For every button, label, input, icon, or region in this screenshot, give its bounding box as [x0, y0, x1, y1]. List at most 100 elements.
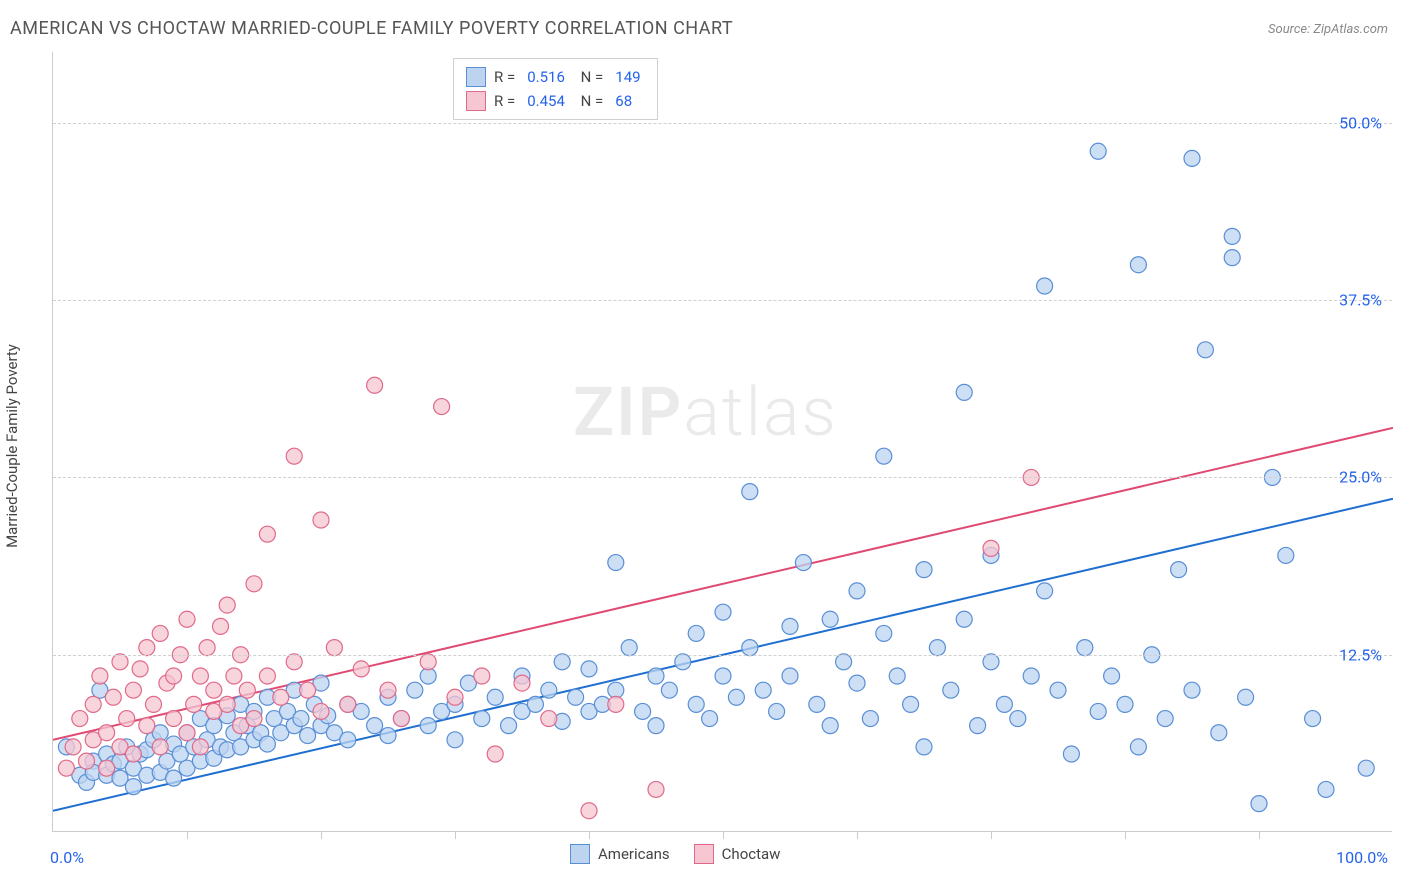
data-point — [72, 711, 88, 727]
data-point — [1130, 257, 1146, 273]
data-point — [206, 682, 222, 698]
data-point — [119, 711, 135, 727]
data-point — [916, 562, 932, 578]
data-point — [728, 689, 744, 705]
data-point — [929, 640, 945, 656]
data-point — [186, 696, 202, 712]
data-point — [166, 770, 182, 786]
data-point — [889, 668, 905, 684]
data-point — [192, 668, 208, 684]
data-point — [782, 668, 798, 684]
data-point — [1104, 668, 1120, 684]
data-point — [956, 384, 972, 400]
x-tick — [321, 831, 322, 839]
data-point — [608, 555, 624, 571]
data-point — [742, 640, 758, 656]
data-point — [293, 711, 309, 727]
data-point — [474, 668, 490, 684]
data-point — [514, 675, 530, 691]
chart-title: AMERICAN VS CHOCTAW MARRIED-COUPLE FAMIL… — [10, 18, 733, 39]
data-point — [434, 399, 450, 415]
data-point — [1130, 739, 1146, 755]
series-legend: Americans Choctaw — [570, 844, 780, 864]
data-point — [132, 661, 148, 677]
data-point — [1077, 640, 1093, 656]
data-point — [246, 576, 262, 592]
data-point — [99, 760, 115, 776]
data-point — [554, 654, 570, 670]
data-point — [259, 526, 275, 542]
legend-n-value: 149 — [611, 65, 644, 89]
data-point — [568, 689, 584, 705]
data-point — [286, 448, 302, 464]
legend-swatch — [466, 91, 486, 111]
data-point — [836, 654, 852, 670]
data-point — [648, 718, 664, 734]
x-tick — [589, 831, 590, 839]
data-point — [675, 654, 691, 670]
chart-container: AMERICAN VS CHOCTAW MARRIED-COUPLE FAMIL… — [0, 0, 1406, 892]
data-point — [326, 640, 342, 656]
data-point — [226, 668, 242, 684]
series-legend-item: Choctaw — [694, 844, 781, 864]
gridline — [53, 123, 1392, 124]
data-point — [179, 725, 195, 741]
y-tick-label: 25.0% — [1339, 468, 1382, 487]
data-point — [367, 718, 383, 734]
data-point — [393, 711, 409, 727]
data-point — [809, 696, 825, 712]
data-point — [849, 583, 865, 599]
data-point — [474, 711, 490, 727]
x-tick — [857, 831, 858, 839]
data-point — [849, 675, 865, 691]
data-point — [79, 753, 95, 769]
data-point — [1023, 668, 1039, 684]
data-point — [300, 728, 316, 744]
data-point — [353, 661, 369, 677]
data-point — [903, 696, 919, 712]
legend-n-value: 68 — [611, 89, 636, 113]
data-point — [152, 739, 168, 755]
scatter-svg — [53, 52, 1393, 832]
legend-swatch — [570, 844, 590, 864]
data-point — [313, 703, 329, 719]
data-point — [1010, 711, 1026, 727]
data-point — [648, 781, 664, 797]
data-point — [125, 682, 141, 698]
data-point — [420, 718, 436, 734]
x-axis-min-label: 0.0% — [50, 848, 84, 867]
data-point — [65, 739, 81, 755]
data-point — [1157, 711, 1173, 727]
data-point — [286, 654, 302, 670]
data-point — [943, 682, 959, 698]
x-tick — [455, 831, 456, 839]
data-point — [795, 555, 811, 571]
data-point — [1358, 760, 1374, 776]
legend-row: R =0.516 N =149 — [466, 65, 645, 89]
data-point — [661, 682, 677, 698]
data-point — [1037, 583, 1053, 599]
x-tick — [187, 831, 188, 839]
legend-r-value: 0.454 — [523, 89, 569, 113]
series-legend-item: Americans — [570, 844, 670, 864]
data-point — [916, 739, 932, 755]
data-point — [219, 597, 235, 613]
series-label: Americans — [598, 845, 670, 863]
x-tick — [1259, 831, 1260, 839]
y-tick-label: 12.5% — [1339, 645, 1382, 664]
data-point — [380, 728, 396, 744]
data-point — [822, 718, 838, 734]
data-point — [407, 682, 423, 698]
data-point — [1251, 796, 1267, 812]
data-point — [755, 682, 771, 698]
gridline — [53, 477, 1392, 478]
data-point — [380, 682, 396, 698]
data-point — [239, 682, 255, 698]
data-point — [501, 718, 517, 734]
data-point — [166, 711, 182, 727]
data-point — [742, 484, 758, 500]
data-point — [246, 711, 262, 727]
legend-n-label: N = — [577, 89, 603, 113]
data-point — [541, 682, 557, 698]
data-point — [139, 718, 155, 734]
